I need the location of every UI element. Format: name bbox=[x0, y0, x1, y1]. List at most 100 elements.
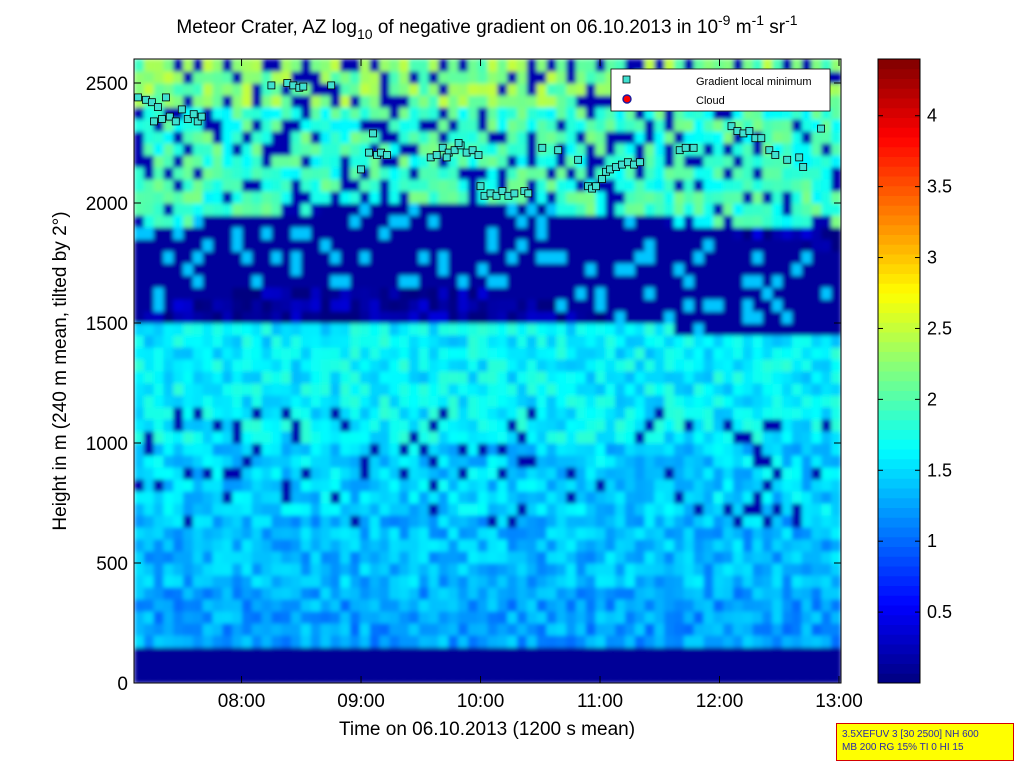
colorbar-swatch bbox=[878, 78, 920, 89]
colorbar-swatch bbox=[878, 478, 920, 489]
colorbar-swatch bbox=[878, 673, 920, 684]
parameter-box: 3.5XEFUV 3 [30 2500] NH 600 MB 200 RG 15… bbox=[836, 723, 1014, 761]
colorbar-swatch bbox=[878, 68, 920, 79]
colorbar-tick-label: 3.5 bbox=[927, 177, 952, 197]
x-tick-label: 10:00 bbox=[457, 691, 505, 712]
gradient-local-minimum-marker bbox=[267, 81, 276, 90]
gradient-local-minimum-marker bbox=[177, 105, 186, 114]
legend-marker-gradient-local-minimum bbox=[622, 75, 631, 84]
y-axis-label: Height in m (240 m mean, tilted by 2°) bbox=[50, 211, 71, 530]
plot-frame bbox=[133, 58, 842, 684]
title-exp1: -9 bbox=[718, 12, 731, 28]
colorbar-swatch bbox=[878, 595, 920, 606]
gradient-local-minimum-marker bbox=[745, 127, 754, 135]
parameter-line-2: MB 200 RG 15% TI 0 HI 15 bbox=[842, 742, 964, 753]
chart-title: Meteor Crater, AZ log10 of negative grad… bbox=[176, 12, 797, 42]
x-tick-label: 09:00 bbox=[337, 691, 385, 712]
gradient-local-minimum-marker bbox=[432, 151, 441, 159]
y-tick-label: 500 bbox=[96, 554, 128, 575]
colorbar-swatch bbox=[878, 663, 920, 674]
colorbar-swatch bbox=[878, 244, 920, 255]
colorbar-tick-label: 1 bbox=[927, 531, 937, 551]
gradient-local-minimum-marker bbox=[438, 143, 447, 152]
colorbar-swatch bbox=[878, 185, 920, 196]
y-tick-label: 2000 bbox=[86, 194, 128, 215]
colorbar-swatch bbox=[878, 497, 920, 508]
x-axis: 08:00 09:00 10:00 11:00 12:00 13:00 bbox=[218, 59, 863, 712]
colorbar-swatch bbox=[878, 536, 920, 547]
colorbar-swatch bbox=[878, 332, 920, 343]
colorbar-swatch bbox=[878, 419, 920, 430]
colorbar-tick-label: 2 bbox=[927, 389, 937, 409]
title-exp3: -1 bbox=[785, 12, 798, 28]
legend-box bbox=[610, 68, 831, 112]
colorbar-swatch bbox=[878, 156, 920, 167]
colorbar-tick-label: 2.5 bbox=[927, 318, 952, 338]
legend: Gradient local minimum Cloud bbox=[610, 68, 831, 112]
colorbar-swatch bbox=[878, 488, 920, 499]
colorbar-swatch bbox=[878, 605, 920, 616]
gradient-local-minimum-marker bbox=[147, 98, 156, 107]
colorbar-swatch bbox=[878, 234, 920, 245]
colorbar-swatch bbox=[878, 273, 920, 284]
colorbar-swatch bbox=[878, 127, 920, 138]
title-exp2: -1 bbox=[752, 12, 765, 28]
gradient-local-minimum-marker bbox=[799, 163, 808, 171]
legend-marker-cloud bbox=[622, 94, 632, 104]
colorbar-swatch bbox=[878, 507, 920, 518]
colorbar-swatch bbox=[878, 517, 920, 528]
colorbar-tick-label: 1.5 bbox=[927, 460, 952, 480]
colorbar-swatch bbox=[878, 176, 920, 187]
gradient-local-minimum-marker bbox=[727, 122, 736, 131]
gradient-local-minimum-marker bbox=[554, 146, 563, 155]
x-tick-label: 13:00 bbox=[815, 691, 863, 712]
colorbar-swatch bbox=[878, 293, 920, 304]
colorbar-swatch bbox=[878, 439, 920, 450]
x-tick-label: 11:00 bbox=[577, 691, 623, 712]
colorbar-swatch bbox=[878, 556, 920, 567]
y-axis: 0 500 1000 1500 2000 2500 bbox=[86, 74, 841, 695]
gradient-local-minimum-marker bbox=[795, 153, 804, 162]
gradient-local-minimum-marker bbox=[817, 124, 825, 133]
gradient-local-minimum-marker bbox=[193, 117, 202, 126]
colorbar-swatch bbox=[878, 546, 920, 557]
gradient-local-minimum-marker bbox=[450, 146, 459, 155]
gradient-local-minimum-marker bbox=[771, 151, 780, 159]
gradient-local-minimum-marker bbox=[476, 182, 485, 191]
gradient-local-minimum-marker bbox=[498, 187, 507, 195]
plot-area bbox=[134, 59, 841, 683]
colorbar-tick-label: 3 bbox=[927, 248, 937, 268]
gradient-local-minimum-marker bbox=[365, 148, 373, 157]
title-unit2: sr bbox=[764, 17, 786, 38]
gradient-local-minimum-marker bbox=[454, 139, 463, 147]
colorbar-swatch bbox=[878, 322, 920, 333]
gradient-local-minimum-marker bbox=[636, 158, 644, 167]
colorbar-swatch bbox=[878, 575, 920, 586]
colorbar-swatch bbox=[878, 371, 920, 382]
y-tick-label: 0 bbox=[117, 674, 128, 695]
gradient-local-minimum-marker bbox=[783, 155, 792, 164]
gradient-local-minimum-marker bbox=[382, 151, 391, 159]
gradient-local-minimum-marker bbox=[689, 143, 698, 152]
gradient-local-minimum-marker bbox=[165, 112, 174, 121]
colorbar-swatch bbox=[878, 390, 920, 401]
gradient-local-minimum-marker bbox=[538, 143, 547, 152]
title-unit1: m bbox=[730, 17, 751, 38]
colorbar-swatch bbox=[878, 410, 920, 421]
colorbar-swatch bbox=[878, 341, 920, 352]
colorbar-swatch bbox=[878, 400, 920, 411]
legend-label-cloud: Cloud bbox=[696, 95, 725, 107]
colorbar-swatch bbox=[878, 585, 920, 596]
colorbar-swatch bbox=[878, 624, 920, 635]
colorbar-swatch bbox=[878, 361, 920, 372]
gradient-local-minimum-marker bbox=[183, 115, 192, 123]
colorbar-swatch bbox=[878, 312, 920, 323]
gradient-local-minimum-marker bbox=[171, 117, 180, 126]
gradient-local-minimum-marker bbox=[327, 81, 336, 90]
colorbar-swatch bbox=[878, 224, 920, 235]
x-tick-label: 12:00 bbox=[696, 691, 744, 712]
colorbar-swatch bbox=[878, 566, 920, 577]
colorbar-swatch bbox=[878, 351, 920, 362]
colorbar bbox=[878, 59, 920, 684]
